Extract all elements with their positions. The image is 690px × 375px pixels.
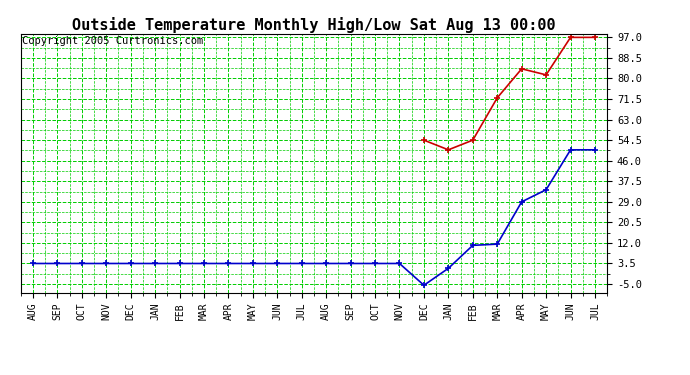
Title: Outside Temperature Monthly High/Low Sat Aug 13 00:00: Outside Temperature Monthly High/Low Sat…: [72, 16, 555, 33]
Text: Copyright 2005 Curtronics.com: Copyright 2005 Curtronics.com: [22, 36, 203, 46]
